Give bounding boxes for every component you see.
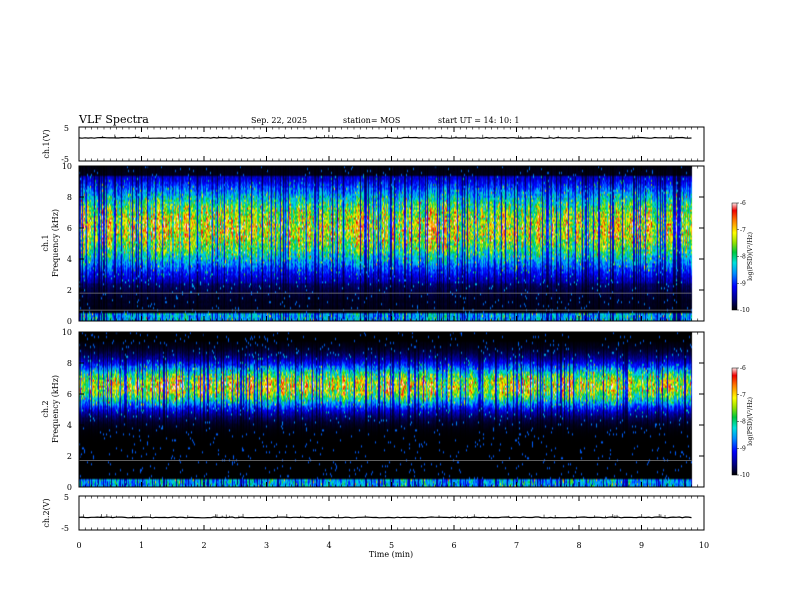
time-axis-label: Time (min) bbox=[369, 550, 413, 559]
xtick-label-2: 2 bbox=[201, 541, 206, 550]
cb2-tick-label-1: -7 bbox=[740, 392, 746, 399]
xtick-label-5: 5 bbox=[389, 541, 394, 550]
v2-extra-trace bbox=[78, 516, 692, 519]
s1-ylabel-channel: ch.1 bbox=[41, 234, 50, 251]
figure-title: VLF Spectra bbox=[78, 113, 149, 126]
cb2-tick-label-0: -6 bbox=[740, 365, 746, 372]
cb1-tick-label-2: -8 bbox=[740, 254, 746, 261]
channel-2-voltage-frame bbox=[78, 495, 705, 531]
xtick-label-10: 10 bbox=[699, 541, 709, 550]
xtick-label-9: 9 bbox=[639, 541, 644, 550]
s2-ylabel-frequency: Frequency (kHz) bbox=[51, 375, 60, 443]
time-axis: 0 1 2 3 4 5 6 7 8 9 10 bbox=[76, 127, 709, 550]
xtick-label-0: 0 bbox=[76, 541, 81, 550]
start-time-label: start UT = 14: 10: 1 bbox=[438, 116, 519, 125]
xtick-label-1: 1 bbox=[139, 541, 144, 550]
date-label: Sep. 22, 2025 bbox=[251, 116, 307, 125]
v2-ylabel: ch.2(V) bbox=[42, 498, 51, 527]
channel-1-colorbar: -6 -7 -8 -9 -10 log(PSD)(V²/Hz) bbox=[731, 200, 754, 314]
v1-extra-trace bbox=[78, 136, 692, 139]
s2-ylabel-channel: ch.2 bbox=[41, 400, 50, 417]
v1-ylabel: ch.1(V) bbox=[42, 129, 51, 158]
cb1-tick-label-0: -6 bbox=[740, 200, 746, 207]
xtick-label-4: 4 bbox=[326, 541, 331, 550]
cb1-label: log(PSD)(V²/Hz) bbox=[747, 232, 754, 281]
v2-ytick-top: 5 bbox=[64, 493, 69, 502]
v2-ytick-bottom: -5 bbox=[61, 524, 69, 533]
s2-ytick-label-3: 6 bbox=[67, 390, 72, 399]
cb2-tick-label-4: -10 bbox=[740, 472, 750, 479]
channel-2-spectrogram-panel: 0 2 4 6 8 10 ch.2 Frequency (kHz) -6 -7 -8 -9 -10… bbox=[41, 328, 754, 492]
cb2-tick-label-3: -9 bbox=[740, 445, 746, 452]
channel-2-spectrogram-image bbox=[79, 332, 704, 487]
s1-ytick-label-1: 2 bbox=[67, 286, 72, 295]
cb2-bar bbox=[731, 367, 738, 476]
xtick-label-6: 6 bbox=[451, 541, 456, 550]
xtick-label-7: 7 bbox=[514, 541, 519, 550]
v1-ytick-bottom: -5 bbox=[61, 155, 69, 164]
s1-ytick-label-2: 4 bbox=[67, 255, 72, 264]
cb1-bar bbox=[731, 202, 738, 311]
v1-ytick-top: 5 bbox=[64, 124, 69, 133]
s1-ytick-label-0: 0 bbox=[67, 317, 72, 326]
xtick-label-8: 8 bbox=[576, 541, 581, 550]
channel-2-colorbar: -6 -7 -8 -9 -10 log(PSD)(V²/Hz) bbox=[731, 365, 754, 479]
channel-1-voltage-frame bbox=[78, 126, 705, 162]
s1-ytick-label-3: 6 bbox=[67, 224, 72, 233]
s1-ytick-label-5: 10 bbox=[62, 162, 72, 171]
s2-ytick-label-1: 2 bbox=[67, 452, 72, 461]
xtick-label-3: 3 bbox=[264, 541, 269, 550]
channel-1-spectrogram-image bbox=[79, 166, 704, 321]
cb2-tick-label-2: -8 bbox=[740, 419, 746, 426]
s2-ytick-label-2: 4 bbox=[67, 421, 72, 430]
s1-ylabel-frequency: Frequency (kHz) bbox=[51, 209, 60, 277]
s2-ytick-label-4: 8 bbox=[67, 359, 72, 368]
station-label: station= MOS bbox=[343, 116, 400, 125]
cb1-tick-label-1: -7 bbox=[740, 227, 746, 234]
channel-1-spectrogram-panel: 0 2 4 6 8 10 ch.1 Frequency (kHz) -6 -7 -8 -9 -10… bbox=[41, 162, 754, 326]
s2-ytick-label-0: 0 bbox=[67, 483, 72, 492]
cb1-tick-label-3: -9 bbox=[740, 280, 746, 287]
s1-ytick-label-4: 8 bbox=[67, 193, 72, 202]
s2-ytick-label-5: 10 bbox=[62, 328, 72, 337]
cb2-label: log(PSD)(V²/Hz) bbox=[747, 397, 754, 446]
cb1-tick-label-4: -10 bbox=[740, 307, 750, 314]
